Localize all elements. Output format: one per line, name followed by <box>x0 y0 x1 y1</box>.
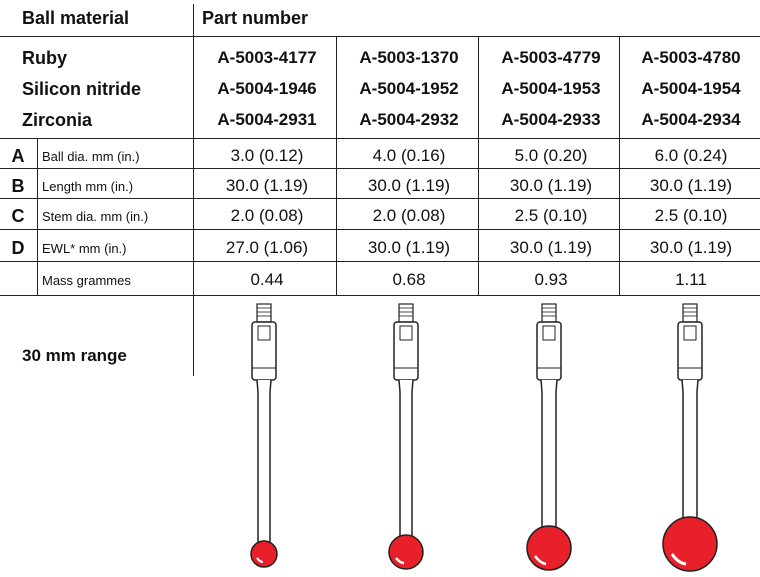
spec-label: Ball dia. mm (in.) <box>42 149 140 164</box>
part-number: A-5003-4779 <box>501 48 601 67</box>
spec-value: 30.0 (1.19) <box>649 238 733 257</box>
stylus-illustrations <box>250 303 718 572</box>
material-ruby: Ruby <box>22 48 67 68</box>
spec-label: Length mm (in.) <box>42 179 134 194</box>
divider <box>0 168 760 169</box>
divider <box>37 138 38 295</box>
spec-value: 2.5 (0.10) <box>654 206 728 225</box>
divider <box>0 198 760 199</box>
spec-letter-b: B <box>11 176 25 196</box>
spec-value: 27.0 (1.06) <box>225 238 309 257</box>
spec-value: 0.44 <box>250 270 284 289</box>
divider <box>336 36 337 295</box>
header-part-number: Part number <box>202 8 309 28</box>
part-number: A-5003-4780 <box>641 48 741 67</box>
spec-value: 0.93 <box>534 270 568 289</box>
spec-letter-c: C <box>11 206 25 226</box>
stylus-4 <box>662 303 718 572</box>
stylus-1 <box>250 303 278 568</box>
part-number: A-5003-4177 <box>217 48 317 67</box>
spec-value: 30.0 (1.19) <box>649 176 733 195</box>
part-number: A-5004-2932 <box>359 110 459 129</box>
divider <box>0 138 760 139</box>
spec-value: 0.68 <box>392 270 426 289</box>
material-zirconia: Zirconia <box>22 110 93 130</box>
spec-letter-a: A <box>11 146 25 166</box>
range-label: 30 mm range <box>22 346 127 365</box>
part-number: A-5004-1952 <box>359 79 459 98</box>
part-number: A-5004-2931 <box>217 110 317 129</box>
spec-label: EWL* mm (in.) <box>42 241 127 256</box>
spec-value: 1.11 <box>675 270 707 289</box>
spec-value: 5.0 (0.20) <box>514 146 588 165</box>
spec-value: 2.0 (0.08) <box>372 206 446 225</box>
divider <box>478 36 479 295</box>
divider <box>619 36 620 295</box>
divider <box>0 229 760 230</box>
spec-value: 6.0 (0.24) <box>654 146 728 165</box>
spec-value: 3.0 (0.12) <box>230 146 304 165</box>
spec-value: 2.0 (0.08) <box>230 206 304 225</box>
spec-label: Mass grammes <box>42 273 131 288</box>
divider <box>0 295 760 296</box>
part-number: A-5004-2933 <box>501 110 601 129</box>
stylus-2 <box>388 303 424 570</box>
divider <box>0 261 760 262</box>
part-number: A-5003-1370 <box>359 48 459 67</box>
part-number: A-5004-1953 <box>501 79 601 98</box>
spec-value: 4.0 (0.16) <box>372 146 446 165</box>
part-number: A-5004-2934 <box>641 110 741 129</box>
part-number: A-5004-1946 <box>217 79 317 98</box>
spec-value: 30.0 (1.19) <box>225 176 309 195</box>
divider <box>193 4 194 376</box>
spec-value: 30.0 (1.19) <box>367 238 451 257</box>
spec-label: Stem dia. mm (in.) <box>42 209 149 224</box>
stylus-3 <box>526 303 572 571</box>
spec-value: 30.0 (1.19) <box>367 176 451 195</box>
spec-value: 30.0 (1.19) <box>509 238 593 257</box>
header-ball-material: Ball material <box>22 8 130 28</box>
spec-value: 30.0 (1.19) <box>509 176 593 195</box>
spec-letter-d: D <box>11 238 25 258</box>
material-silicon-nitride: Silicon nitride <box>22 79 142 99</box>
spec-value: 2.5 (0.10) <box>514 206 588 225</box>
divider <box>0 36 760 37</box>
part-number: A-5004-1954 <box>641 79 741 98</box>
